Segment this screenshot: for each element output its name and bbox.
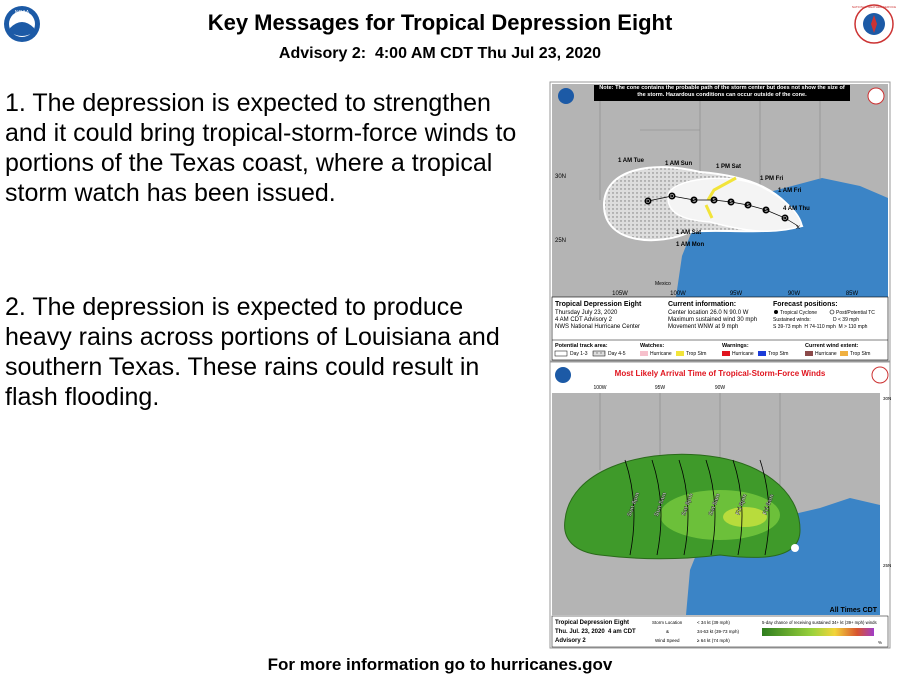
legend-text: Hurricane — [650, 351, 672, 357]
legend-text: Movement WNW at 9 mph — [668, 324, 738, 330]
legend-text: D < 39 mph — [833, 317, 859, 323]
nws-logo: NATIONAL WEATHER SERVICE — [852, 4, 896, 44]
lon-label: 90W — [788, 291, 801, 297]
track-point — [781, 214, 789, 222]
cone-legend: Tropical Depression Eight Thursday July … — [554, 301, 875, 357]
legend-text: Center location 26.0 N 90.0 W — [668, 310, 749, 316]
legend-text: Thu. Jul. 23, 2020 4 am CDT — [555, 629, 636, 635]
track-point — [710, 196, 718, 204]
cone-map: Note: The cone contains the probable pat… — [549, 81, 891, 362]
lon-label: 105W — [612, 291, 628, 297]
legend-text: Watches: — [640, 343, 664, 349]
legend-text: 4 AM CDT Advisory 2 — [555, 317, 613, 323]
point-letter: S — [712, 198, 716, 204]
lon-label: 90W — [715, 385, 726, 391]
legend-text: Storm Location — [652, 620, 683, 625]
legend-text: NWS National Hurricane Center — [555, 324, 640, 330]
point-letter: D — [670, 194, 674, 200]
noaa-logo: NOAA — [4, 6, 40, 42]
time-label: 1 AM Fri — [778, 188, 802, 194]
time-label: 1 AM Sun — [665, 161, 692, 167]
legend-text: Tropical Cyclone — [780, 310, 817, 316]
logo-text: NATIONAL WEATHER SERVICE — [852, 5, 896, 9]
legend-text: Wind Speed — [655, 638, 680, 643]
lon-label: 100W — [670, 291, 686, 297]
legend-text: Hurricane — [732, 351, 754, 357]
legend-text: Trop Stm — [686, 351, 706, 357]
legend-text: Post/Potential TC — [836, 310, 875, 316]
time-label: 1 PM Sat — [716, 164, 741, 170]
contour — [759, 459, 770, 556]
times-note: All Times CDT — [830, 607, 878, 614]
arrival-map: Most Likely Arrival Time of Tropical-Sto… — [549, 361, 891, 649]
map-title: Most Likely Arrival Time of Tropical-Sto… — [615, 369, 826, 378]
legend-text: Current wind extent: — [805, 343, 859, 349]
time-label: 1 PM Fri — [760, 176, 784, 182]
message: 1. The depression is expected to strengt… — [5, 89, 517, 207]
country-label: Mexico — [655, 281, 671, 287]
legend-text: Current information: — [668, 301, 736, 308]
lat-label: 25N — [883, 563, 891, 568]
time-label: 1 AM Tue — [618, 158, 645, 164]
time-label: 4 AM Thu — [783, 206, 810, 212]
legend-text: Maximum sustained wind 30 mph — [668, 317, 757, 323]
legend-text: < 34 kt (39 mph) — [697, 620, 730, 625]
contour — [732, 459, 743, 556]
logo-text: NOAA — [15, 10, 30, 16]
legend-text: S 39-73 mph H 74-110 mph M > 110 mph — [773, 324, 868, 330]
legend-text: Sustained winds: — [773, 317, 811, 323]
track-point — [644, 197, 652, 205]
track-point — [727, 198, 735, 206]
message: 2. The depression is expected to produce… — [5, 293, 500, 411]
lon-label: 100W — [593, 385, 606, 391]
legend-text: 5-day chance of receiving sustained 34+ … — [762, 620, 877, 625]
legend-text: Trop Stm — [768, 351, 788, 357]
legend-text: & — [666, 629, 669, 634]
track-point — [690, 196, 698, 204]
track-point — [762, 206, 770, 214]
track-point — [744, 201, 752, 209]
point-letter: S — [692, 198, 696, 204]
legend-text: Forecast positions: — [773, 301, 838, 308]
lat-label: 30N — [555, 174, 566, 180]
point-letter: S — [746, 203, 750, 209]
lon-label: 95W — [655, 385, 666, 391]
cone-note: Note: The cone contains the probable pat… — [599, 85, 845, 98]
lon-label: 85W — [846, 291, 859, 297]
lon-label: 95W — [730, 291, 743, 297]
subtitle: Advisory 2: 4:00 AM CDT Thu Jul 23, 2020 — [279, 45, 601, 62]
legend-text: Day 1-3 — [570, 351, 588, 357]
legend-text: Advisory 2 — [555, 638, 586, 644]
track-point — [668, 192, 676, 200]
legend-text: Potential track area: — [555, 343, 608, 349]
legend-text: 34-63 kt (39-73 mph) — [697, 629, 740, 634]
point-letter: S — [764, 208, 768, 214]
arrival-legend: Tropical Depression Eight Thu. Jul. 23, … — [555, 620, 882, 645]
footer: For more information go to hurricanes.go… — [268, 655, 613, 674]
legend-text: Thursday July 23, 2020 — [555, 310, 618, 316]
contour — [705, 459, 716, 556]
legend-text: Tropical Depression Eight — [555, 620, 629, 626]
time-label: 1 AM Mon — [676, 242, 704, 248]
legend-text: % — [878, 640, 882, 645]
contour — [624, 459, 635, 556]
legend-text: Hurricane — [815, 351, 837, 357]
point-letter: S — [729, 200, 733, 206]
contour — [651, 459, 662, 556]
lat-label: 30N — [883, 396, 891, 401]
legend-text: ≥ 64 kt (74 mph) — [697, 638, 730, 643]
legend-text: Day 4-5 — [608, 351, 626, 357]
point-letter: D — [646, 199, 650, 205]
contour — [678, 459, 689, 556]
legend-text: Trop Stm — [850, 351, 870, 357]
storm-marker: × — [796, 223, 801, 232]
time-label: 1 AM Sat — [676, 230, 701, 236]
lat-label: 25N — [555, 238, 566, 244]
legend-text: Tropical Depression Eight — [555, 301, 642, 308]
legend-text: Warnings: — [722, 343, 749, 349]
title: Key Messages for Tropical Depression Eig… — [208, 10, 673, 35]
point-letter: D — [783, 216, 787, 222]
